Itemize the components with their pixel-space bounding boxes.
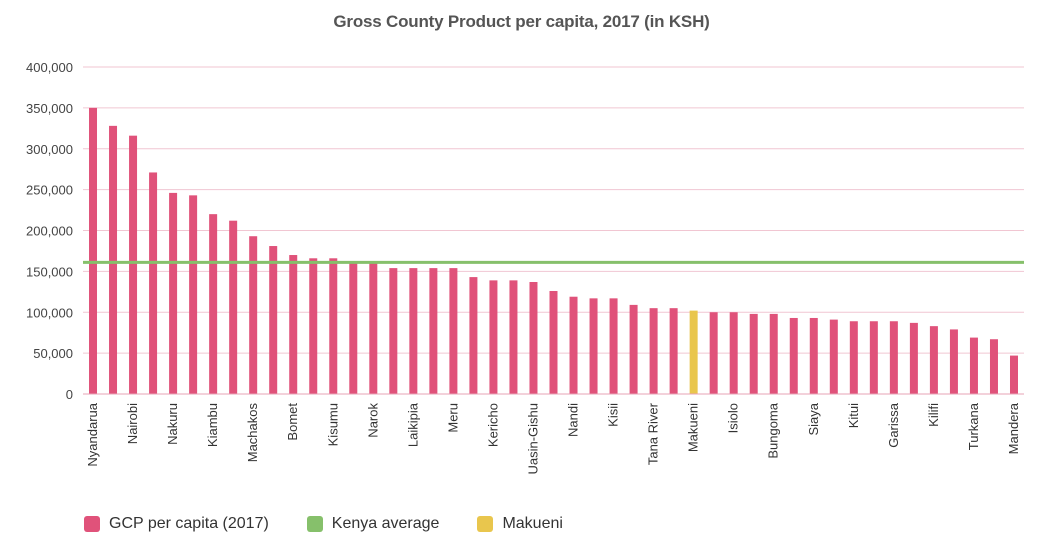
bar [929, 326, 938, 394]
x-tick-label: Kiambu [205, 403, 220, 447]
bar [969, 337, 978, 394]
legend-swatch-makueni [477, 516, 494, 532]
x-tick-label: Nyandarua [85, 402, 100, 466]
x-tick-label: Nandi [566, 403, 581, 437]
x-tick-label: Siaya [806, 402, 821, 435]
legend-swatch-kenya-average [306, 516, 323, 532]
x-tick-label: Bomet [285, 403, 300, 441]
x-tick-label: Turkana [966, 402, 981, 450]
y-tick-label: 0 [66, 387, 73, 402]
bar [629, 304, 638, 394]
bar [949, 329, 958, 394]
bar [789, 317, 798, 394]
y-tick-label: 250,000 [26, 183, 73, 198]
chart-legend: GCP per capita (2017) Kenya average Maku… [84, 515, 601, 533]
x-tick-label: Kericho [485, 403, 500, 447]
chart-title: Gross County Product per capita, 2017 (i… [333, 12, 710, 31]
bar [89, 107, 98, 394]
x-tick-label: Uasin-Gishu [525, 403, 540, 475]
bar [469, 277, 478, 394]
bar [289, 255, 298, 394]
x-tick-label: Meru [445, 403, 460, 433]
bar [189, 195, 198, 394]
y-tick-label: 150,000 [26, 264, 73, 279]
legend-label-kenya-average: Kenya average [331, 515, 440, 532]
legend-item-kenya-average: Kenya average [306, 515, 440, 533]
bar [909, 322, 918, 394]
bar [1009, 355, 1018, 394]
x-tick-label: Tana River [646, 402, 661, 465]
bar [209, 214, 218, 394]
x-tick-label: Garissa [886, 402, 901, 448]
bar [169, 192, 178, 394]
bar [649, 308, 658, 394]
bar [429, 268, 438, 394]
x-tick-label: Nakuru [165, 403, 180, 445]
bar [849, 321, 858, 394]
y-tick-label: 350,000 [26, 101, 73, 116]
legend-item-makueni: Makueni [477, 515, 563, 533]
y-tick-label: 50,000 [33, 346, 73, 361]
x-tick-label: Kisumu [325, 403, 340, 446]
legend-item-gcp: GCP per capita (2017) [84, 515, 269, 533]
bar [669, 308, 678, 394]
x-tick-label: Kilifi [926, 403, 941, 427]
bar [389, 268, 398, 394]
bar [329, 258, 338, 394]
x-tick-label: Narok [365, 403, 380, 438]
bar [349, 263, 358, 394]
x-tick-label: Isiolo [726, 403, 741, 433]
x-tick-label: Nairobi [125, 403, 140, 444]
y-tick-label: 100,000 [26, 305, 73, 320]
bar [369, 263, 378, 394]
bar [109, 125, 118, 395]
bar [129, 135, 138, 395]
y-tick-label: 400,000 [26, 60, 73, 75]
bar [989, 339, 998, 394]
x-tick-label: Laikipia [405, 402, 420, 447]
bar [769, 313, 778, 394]
bar [149, 172, 158, 394]
x-tick-label: Kisii [606, 403, 621, 427]
bar [869, 321, 878, 394]
bar [709, 312, 718, 394]
x-tick-label: Makueni [686, 403, 701, 452]
bar [529, 282, 538, 394]
x-tick-label: Mandera [1006, 402, 1021, 454]
bar [449, 268, 458, 394]
bar [549, 290, 558, 394]
legend-label-makueni: Makueni [502, 515, 563, 532]
bar [809, 317, 818, 394]
bar [689, 310, 698, 394]
bar [309, 258, 318, 394]
y-tick-label: 300,000 [26, 142, 73, 157]
bar [609, 298, 618, 394]
legend-label-gcp: GCP per capita (2017) [109, 515, 269, 532]
bar [229, 220, 238, 394]
x-tick-label: Bungoma [766, 402, 781, 458]
bar [409, 268, 418, 394]
bar [889, 321, 898, 394]
x-tick-label: Kitui [846, 403, 861, 428]
bar [489, 280, 498, 394]
bar-chart: 0 50,000 100,000 150,000 200,000 250,000 300,0… [26, 60, 1024, 475]
bar [729, 312, 738, 394]
bar [589, 298, 598, 394]
bar [829, 319, 838, 394]
bar [749, 313, 758, 394]
legend-swatch-gcp [84, 516, 100, 532]
bar [249, 236, 258, 394]
bar [569, 296, 578, 394]
bar [509, 280, 518, 394]
bar [269, 246, 278, 394]
x-tick-label: Machakos [245, 403, 260, 463]
y-tick-label: 200,000 [26, 224, 73, 239]
